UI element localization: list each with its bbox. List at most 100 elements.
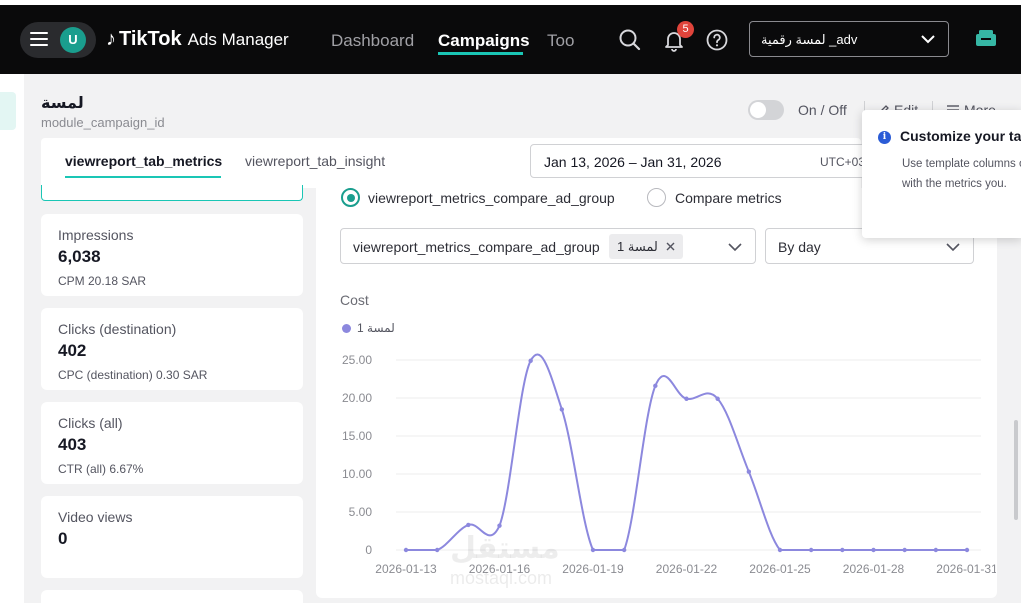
date-range-picker[interactable]: Jan 13, 2026 – Jan 31, 2026 UTC+03 <box>530 144 870 178</box>
metric-label: Impressions <box>58 227 134 243</box>
radio-compare-metrics-label[interactable]: Compare metrics <box>675 190 782 206</box>
avatar[interactable]: U <box>60 27 86 53</box>
selected-ad-group-tag: لمسة 1 <box>609 234 683 259</box>
metric-label: Clicks (destination) <box>58 321 177 337</box>
metric-sub: CTR (all) 6.67% <box>58 462 144 476</box>
help-icon[interactable] <box>705 28 729 52</box>
radio-compare-metrics[interactable] <box>647 188 666 207</box>
metric-value: 6,038 <box>58 247 101 266</box>
left-rail-active-indicator[interactable] <box>0 92 16 130</box>
logo-brand: TikTok <box>119 28 182 50</box>
y-tick-label: 25.00 <box>342 353 372 367</box>
radio-compare-ad-group-label[interactable]: viewreport_metrics_compare_ad_group <box>368 190 615 206</box>
data-point <box>403 547 409 553</box>
data-point <box>434 547 440 553</box>
advertiser-name: لمسة رقمية _adv <box>761 32 858 47</box>
date-range-value: Jan 13, 2026 – Jan 31, 2026 <box>544 154 722 170</box>
data-point <box>840 547 845 553</box>
status-label: On / Off <box>798 102 847 118</box>
tooltip-title: Customize your table <box>900 128 1021 144</box>
metric-card-clicks-all[interactable]: Clicks (all) 403 CTR (all) 6.67% <box>41 402 303 484</box>
watermark-logo: مستقل <box>450 532 560 565</box>
data-point <box>808 547 814 553</box>
data-point <box>684 396 689 401</box>
notification-badge: 5 <box>677 21 694 38</box>
y-tick-label: 0 <box>365 543 372 557</box>
tiktok-logo[interactable]: ♪ TikTok Ads Manager <box>106 28 289 51</box>
data-point <box>497 523 502 528</box>
chevron-down-icon <box>921 35 935 44</box>
x-tick-label: 2026-01-13 <box>375 562 437 576</box>
page-scrollbar[interactable] <box>1014 420 1018 520</box>
metric-card-selected[interactable] <box>41 185 303 201</box>
watermark-url: mostaql.com <box>450 568 553 588</box>
metric-value: 402 <box>58 341 87 360</box>
y-tick-label: 5.00 <box>349 505 373 519</box>
data-point <box>777 547 783 553</box>
customize-table-tooltip: i Customize your table Use template colu… <box>862 110 1021 238</box>
metric-card-next[interactable] <box>41 590 303 603</box>
ad-group-select-label: viewreport_metrics_compare_ad_group <box>353 239 600 255</box>
account-menu-pill[interactable]: U <box>20 22 96 58</box>
legend-dot <box>342 323 351 333</box>
chevron-down-icon <box>728 243 742 252</box>
timezone-label: UTC+03 <box>820 155 866 169</box>
y-tick-label: 10.00 <box>342 467 372 481</box>
chart-title: Cost <box>340 292 369 308</box>
x-tick-label: 2026-01-19 <box>562 562 624 576</box>
chart-legend[interactable]: لمسة 1 <box>342 321 395 335</box>
chevron-down-icon <box>946 243 960 252</box>
data-point <box>933 547 939 553</box>
data-point <box>902 547 907 553</box>
legend-series-name: لمسة 1 <box>357 321 395 335</box>
report-tabbar: viewreport_tab_metrics viewreport_tab_in… <box>41 138 870 188</box>
metric-value: 0 <box>58 529 68 548</box>
x-tick-label: 2026-01-31 <box>936 562 996 576</box>
hamburger-icon[interactable] <box>30 32 48 46</box>
tiktok-note-icon: ♪ <box>106 28 116 50</box>
data-point <box>746 469 752 474</box>
data-point <box>653 383 658 389</box>
tab-insight[interactable]: viewreport_tab_insight <box>245 153 386 169</box>
search-icon[interactable] <box>618 28 642 52</box>
campaign-id: module_campaign_id <box>41 115 165 130</box>
y-tick-label: 15.00 <box>342 429 372 443</box>
tooltip-body: Use template columns or customize it wit… <box>902 158 1021 190</box>
cost-line-chart[interactable]: 0 5.00 10.00 15.00 20.00 25.00 2026-01-13 2026-… <box>316 340 996 585</box>
advertiser-select[interactable]: لمسة رقمية _adv <box>749 21 949 57</box>
y-tick-label: 20.00 <box>342 391 372 405</box>
left-rail <box>0 74 24 603</box>
data-point <box>466 522 471 528</box>
nav-tools[interactable]: Too <box>547 31 575 50</box>
top-edge <box>0 0 1021 5</box>
metric-card-video-views[interactable]: Video views 0 <box>41 496 303 578</box>
data-point <box>964 547 970 553</box>
ad-group-select[interactable]: viewreport_metrics_compare_ad_group لمسة… <box>340 228 756 264</box>
data-point <box>871 547 876 553</box>
metric-value: 403 <box>58 435 87 454</box>
nav-campaigns[interactable]: Campaigns <box>438 31 530 50</box>
nav-active-underline <box>438 52 523 55</box>
top-navbar: U ♪ TikTok Ads Manager Dashboard Campaig… <box>0 0 1021 74</box>
metric-sub: CPC (destination) 0.30 SAR <box>58 368 208 382</box>
campaign-name: لمسة <box>41 95 84 112</box>
data-point <box>559 407 565 412</box>
metric-card-clicks-destination[interactable]: Clicks (destination) 402 CPC (destinatio… <box>41 308 303 390</box>
nav-dashboard[interactable]: Dashboard <box>331 31 415 50</box>
x-tick-label: 2026-01-25 <box>749 562 811 576</box>
x-tick-label: 2026-01-22 <box>656 562 718 576</box>
tab-metrics[interactable]: viewreport_tab_metrics <box>65 153 223 169</box>
data-point <box>528 358 533 363</box>
radio-compare-ad-group[interactable] <box>341 188 360 207</box>
ticket-icon[interactable] <box>973 28 999 50</box>
close-icon[interactable] <box>666 242 675 251</box>
series-line <box>405 353 967 551</box>
granularity-value: By day <box>778 239 821 255</box>
metric-sub: CPM 20.18 SAR <box>58 274 147 288</box>
metric-card-impressions[interactable]: Impressions 6,038 CPM 20.18 SAR <box>41 214 303 296</box>
data-point <box>715 396 720 401</box>
bell-icon[interactable] <box>662 28 686 52</box>
data-point <box>590 547 596 553</box>
x-tick-label: 2026-01-16 <box>469 562 531 576</box>
status-toggle[interactable] <box>748 100 784 120</box>
